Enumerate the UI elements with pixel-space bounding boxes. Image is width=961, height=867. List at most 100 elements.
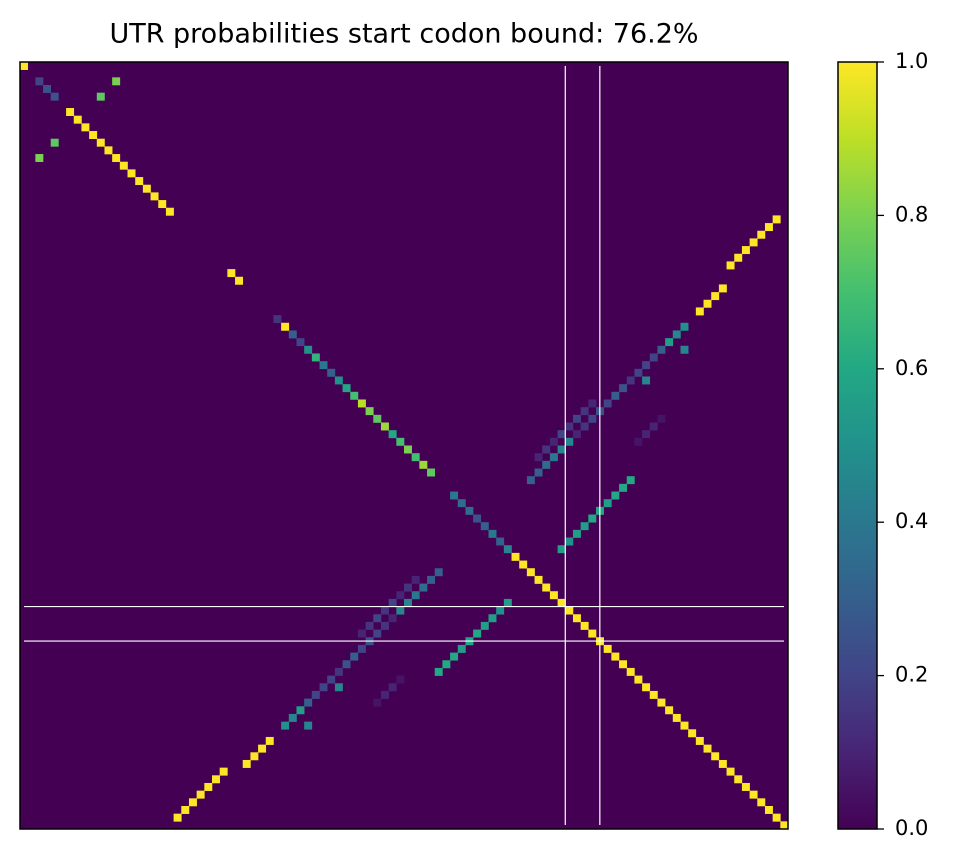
heatmap-cell <box>611 391 620 400</box>
heatmap-cell <box>588 629 597 638</box>
heatmap-cell <box>626 667 635 676</box>
heatmap-cell <box>634 675 643 684</box>
heatmap-cell <box>680 322 689 331</box>
heatmap-cell <box>296 338 305 347</box>
heatmap-cell <box>150 192 159 201</box>
heatmap-cell <box>542 445 551 454</box>
heatmap-cell <box>534 575 543 584</box>
heatmap-cell <box>642 430 651 439</box>
heatmap-cell <box>749 238 758 247</box>
heatmap-cell <box>734 775 743 784</box>
heatmap-cell <box>142 184 151 193</box>
colorbar-tick-label: 0.4 <box>895 509 928 533</box>
chart-title: UTR probabilities start codon bound: 76.… <box>109 19 698 50</box>
heatmap-cell <box>572 430 581 439</box>
heatmap-cell <box>50 92 59 101</box>
heatmap-cell <box>711 292 720 301</box>
heatmap-cell <box>549 591 558 600</box>
heatmap-cell <box>304 345 313 354</box>
heatmap-cell <box>373 414 382 423</box>
heatmap-cell <box>672 330 681 339</box>
heatmap-cell <box>534 453 543 462</box>
heatmap-cell <box>626 376 635 385</box>
heatmap-cell <box>365 407 374 416</box>
heatmap-cell <box>319 683 328 692</box>
heatmap-cell <box>711 752 720 761</box>
heatmap-cell <box>480 621 489 630</box>
heatmap-cell <box>726 767 735 776</box>
heatmap-cell <box>780 821 789 830</box>
heatmap-cell <box>350 391 359 400</box>
heatmap-cell <box>565 537 574 546</box>
heatmap-cell <box>327 368 336 377</box>
heatmap-cell <box>327 675 336 684</box>
heatmap-cell <box>772 215 781 224</box>
heatmap-cell <box>450 652 459 661</box>
heatmap-cell <box>580 621 589 630</box>
colorbar-tick-label: 1.0 <box>895 49 928 73</box>
heatmap-cell <box>35 154 44 163</box>
heatmap-cell <box>219 767 228 776</box>
heatmap-cell <box>104 146 113 155</box>
heatmap-cell <box>212 775 220 784</box>
heatmap-cell <box>603 644 612 653</box>
heatmap-cell <box>396 606 405 615</box>
heatmap-cell <box>642 376 651 385</box>
heatmap-cell <box>619 384 628 393</box>
heatmap-cell <box>304 698 313 707</box>
heatmap-cell <box>427 575 436 584</box>
heatmap-cell <box>588 414 597 423</box>
heatmap-cell <box>557 445 566 454</box>
heatmap-cell <box>127 169 136 178</box>
heatmap-cell <box>380 690 389 699</box>
heatmap-cell <box>396 675 405 684</box>
heatmap-cell <box>404 583 412 592</box>
heatmap-cell <box>419 583 428 592</box>
heatmap-cell <box>503 598 512 607</box>
heatmap-cell <box>365 621 374 630</box>
heatmap-cell <box>496 606 505 615</box>
heatmap-cell <box>235 276 244 285</box>
heatmap-cell <box>342 384 351 393</box>
heatmap-cell <box>526 476 535 485</box>
heatmap-cell <box>396 437 405 446</box>
axes-frame <box>19 61 789 830</box>
heatmap-cell <box>135 177 144 186</box>
heatmap-cell <box>442 660 451 669</box>
heatmap-cell <box>557 598 566 607</box>
heatmap-cell <box>357 644 366 653</box>
heatmap-cell <box>419 460 428 469</box>
heatmap-cell <box>726 261 735 270</box>
heatmap-cell <box>188 798 197 807</box>
heatmap-cell <box>657 698 666 707</box>
colorbar <box>837 61 878 830</box>
heatmap-cell <box>388 683 397 692</box>
heatmap-cell <box>411 591 420 600</box>
heatmap-cell <box>373 698 382 707</box>
heatmap-cell <box>619 660 628 669</box>
heatmap-cell <box>626 476 635 485</box>
heatmap-cell <box>434 667 443 676</box>
heatmap-cell <box>96 138 105 147</box>
heatmap-cell <box>580 422 589 431</box>
heatmap-cell <box>350 652 359 661</box>
heatmap-cell <box>50 138 59 147</box>
heatmap-cell <box>680 721 689 730</box>
colorbar-tick-label: 0.0 <box>895 816 928 840</box>
heatmap-cell <box>311 690 320 699</box>
heatmap-cell <box>565 437 574 446</box>
heatmap-cell <box>265 736 274 745</box>
heatmap-cell <box>196 790 205 799</box>
heatmap-cell <box>342 660 351 669</box>
heatmap-cell <box>649 353 658 362</box>
heatmap-cell <box>480 522 489 531</box>
heatmap-cell <box>304 721 313 730</box>
heatmap-cell <box>657 345 666 354</box>
heatmap-cell <box>35 77 44 86</box>
heatmap-cell <box>657 414 666 423</box>
heatmap-cell <box>603 399 612 408</box>
heatmap-cell <box>549 437 558 446</box>
heatmap-cell <box>457 499 466 508</box>
heatmap-cell <box>89 131 98 139</box>
heatmap-cell <box>534 468 543 477</box>
